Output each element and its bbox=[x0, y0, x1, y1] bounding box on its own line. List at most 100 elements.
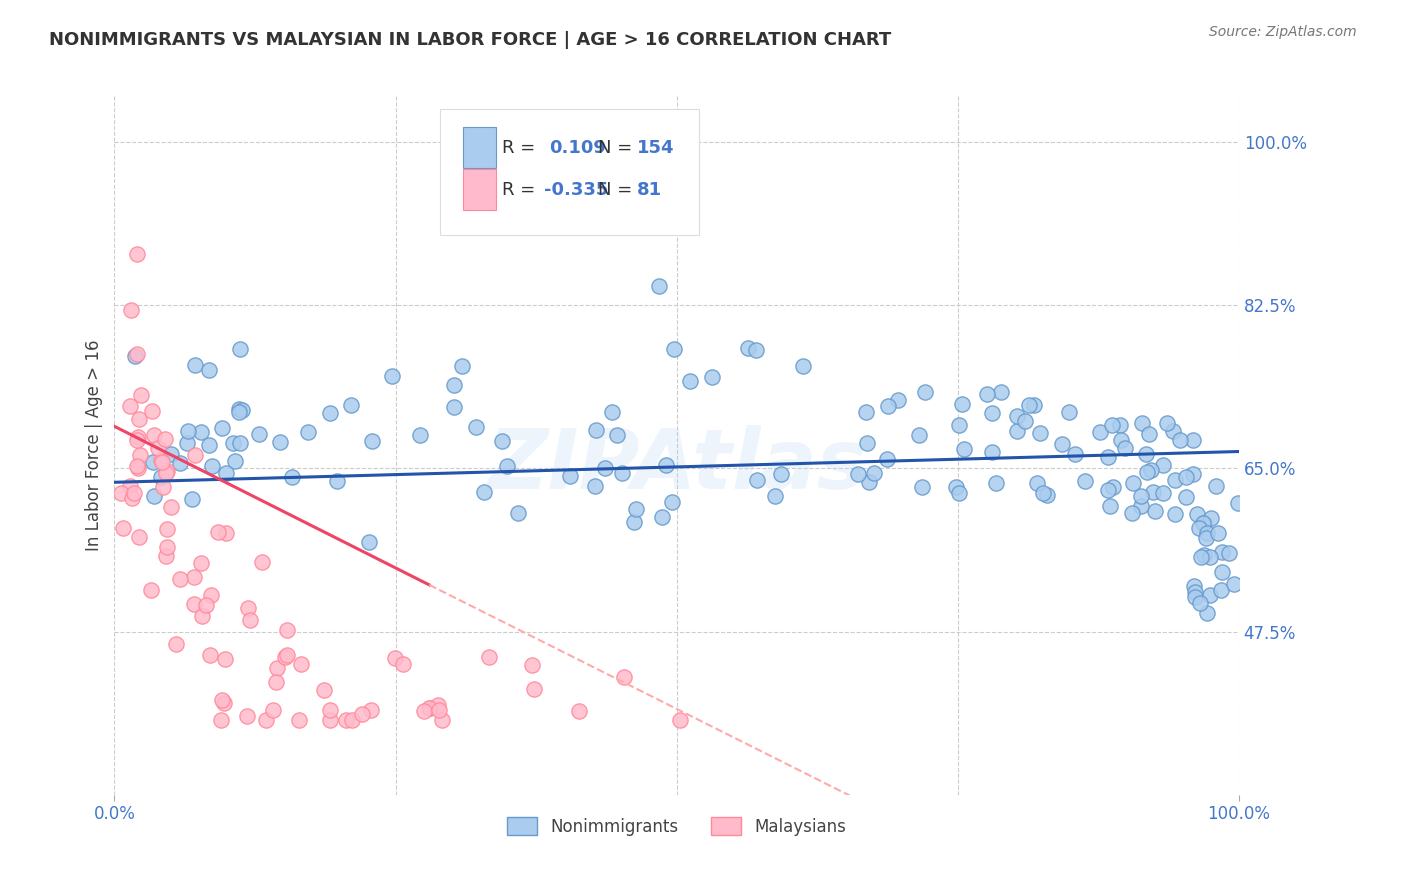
Point bbox=[491, 434, 513, 448]
Point bbox=[247, 426, 270, 441]
Point bbox=[177, 424, 200, 438]
Point bbox=[359, 535, 381, 549]
Point bbox=[276, 648, 298, 662]
Point bbox=[948, 418, 970, 433]
Point bbox=[409, 427, 432, 442]
Point bbox=[1097, 450, 1119, 464]
Point bbox=[121, 491, 143, 505]
Point bbox=[1139, 463, 1161, 477]
Point bbox=[142, 455, 165, 469]
Point bbox=[1161, 425, 1184, 439]
Point bbox=[128, 448, 150, 462]
Point bbox=[945, 480, 967, 494]
Point bbox=[1199, 588, 1222, 602]
Point bbox=[156, 540, 179, 554]
Point bbox=[1194, 548, 1216, 562]
Point bbox=[427, 703, 450, 717]
Point bbox=[1052, 437, 1074, 451]
Point bbox=[1168, 434, 1191, 448]
Point bbox=[198, 362, 221, 376]
Point bbox=[342, 713, 364, 727]
Point bbox=[169, 572, 191, 586]
Point bbox=[1182, 433, 1205, 447]
Point bbox=[1227, 496, 1250, 510]
Point bbox=[1187, 521, 1209, 535]
Point bbox=[679, 374, 702, 388]
Point bbox=[228, 343, 250, 357]
Point bbox=[110, 486, 132, 500]
Point bbox=[124, 350, 146, 364]
Text: NONIMMIGRANTS VS MALAYSIAN IN LABOR FORCE | AGE > 16 CORRELATION CHART: NONIMMIGRANTS VS MALAYSIAN IN LABOR FORC… bbox=[49, 31, 891, 49]
Point bbox=[148, 442, 170, 456]
Point bbox=[863, 467, 886, 481]
Point bbox=[254, 713, 277, 727]
Point bbox=[214, 466, 236, 480]
Point bbox=[211, 421, 233, 435]
Point bbox=[655, 458, 678, 472]
Point bbox=[1029, 426, 1052, 441]
Point bbox=[443, 377, 465, 392]
Point bbox=[418, 700, 440, 714]
Point bbox=[1130, 489, 1153, 503]
Point bbox=[1152, 485, 1174, 500]
Point bbox=[1199, 549, 1222, 564]
Point bbox=[602, 405, 624, 419]
Point bbox=[1175, 490, 1198, 504]
Point bbox=[522, 657, 544, 672]
Point bbox=[269, 435, 291, 450]
Point bbox=[1102, 480, 1125, 494]
Point bbox=[558, 468, 581, 483]
Point bbox=[288, 713, 311, 727]
Point bbox=[1188, 596, 1211, 610]
Point bbox=[125, 347, 148, 361]
Point bbox=[198, 438, 221, 452]
Point bbox=[128, 412, 150, 426]
Point bbox=[702, 370, 724, 384]
Point bbox=[236, 601, 259, 615]
Text: ZIPAtlas: ZIPAtlas bbox=[486, 425, 866, 507]
Point bbox=[745, 343, 768, 358]
Point bbox=[948, 486, 970, 500]
Point bbox=[1199, 511, 1222, 525]
Point bbox=[222, 435, 245, 450]
Point bbox=[141, 403, 163, 417]
Point bbox=[976, 387, 998, 401]
Point bbox=[443, 401, 465, 415]
Point bbox=[215, 526, 238, 541]
Point bbox=[877, 399, 900, 413]
Point bbox=[190, 425, 212, 439]
Point bbox=[606, 427, 628, 442]
Point bbox=[262, 702, 284, 716]
Point bbox=[276, 623, 298, 637]
Point bbox=[224, 454, 246, 468]
Text: 154: 154 bbox=[637, 139, 675, 157]
Point bbox=[1189, 549, 1212, 564]
Point bbox=[1136, 465, 1159, 479]
Point bbox=[361, 434, 384, 448]
Point bbox=[1194, 516, 1216, 530]
Point bbox=[319, 713, 342, 727]
Point bbox=[1026, 475, 1049, 490]
Point bbox=[290, 657, 312, 672]
Point bbox=[1122, 476, 1144, 491]
Text: Source: ZipAtlas.com: Source: ZipAtlas.com bbox=[1209, 25, 1357, 39]
Point bbox=[613, 670, 636, 684]
Point bbox=[980, 406, 1002, 420]
Point bbox=[876, 451, 898, 466]
Point bbox=[207, 525, 229, 540]
Point bbox=[155, 466, 177, 480]
Point bbox=[381, 368, 404, 383]
Point bbox=[183, 358, 205, 372]
Point bbox=[125, 433, 148, 447]
Point bbox=[858, 475, 880, 489]
Point bbox=[181, 492, 204, 507]
Point bbox=[1109, 434, 1132, 448]
Point bbox=[648, 279, 671, 293]
Point bbox=[194, 599, 217, 613]
Point bbox=[150, 469, 173, 483]
Point bbox=[1129, 499, 1152, 513]
Point bbox=[585, 423, 607, 437]
Point bbox=[855, 405, 877, 419]
Point bbox=[176, 436, 198, 450]
Point bbox=[1144, 504, 1167, 518]
